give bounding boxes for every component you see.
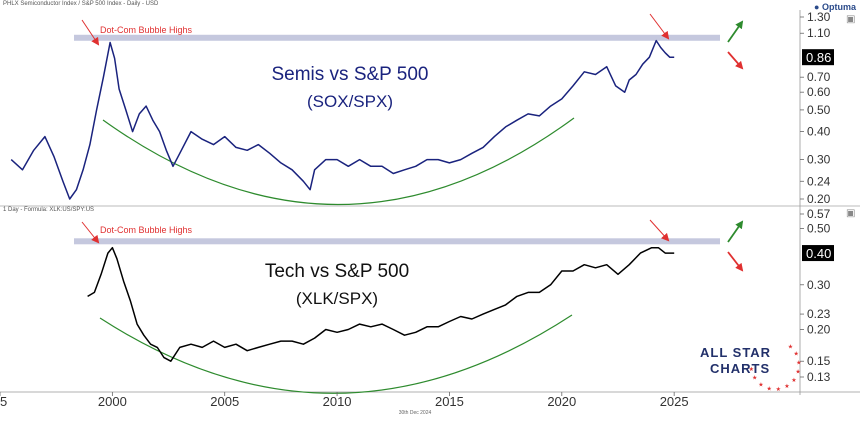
xtick-label: 2020: [547, 394, 576, 409]
footer-date: 30th Dec 2024: [398, 410, 432, 416]
xlk-annotation-label: Dot-Com Bubble Highs: [100, 225, 193, 235]
xtick-label: 2000: [98, 394, 127, 409]
xlk-last-value-label: 0.40: [806, 246, 831, 261]
xtick-label: 2010: [323, 394, 352, 409]
xlk-resistance-band: [74, 238, 720, 245]
xlk-ytick-label: 0.15: [807, 354, 831, 368]
sox-ytick-label: 0.60: [807, 85, 831, 99]
xlk-chart-title: Tech vs S&P 500: [264, 261, 410, 282]
xlk-rounding-arc: [99, 314, 573, 394]
brand-text: Optuma: [821, 2, 856, 12]
xlk-ytick-label: 0.13: [807, 370, 831, 384]
optuma-icon: ●: [814, 2, 820, 12]
xtick-label: 2025: [660, 394, 689, 409]
xlk-ytick-label: 0.20: [807, 322, 831, 336]
sox-ytick-label: 1.10: [807, 26, 831, 40]
logo-line-2: CHARTS: [710, 361, 771, 376]
xlk-red-arrow-right: [649, 219, 670, 242]
sox-series-line: [10, 39, 675, 200]
xlk-ytick-label: 0.57: [807, 207, 831, 221]
xlk-down-arrow: [727, 251, 744, 272]
sox-ytick-label: 0.20: [807, 192, 831, 206]
xlk-last-value-box: [802, 245, 834, 262]
sox-chart-subtitle: (SOX/SPX): [307, 92, 393, 111]
chart-frame: ▣▣: [0, 10, 860, 395]
sox-ytick-label: 0.30: [807, 153, 831, 167]
sox-ytick-label: 0.70: [807, 70, 831, 84]
sox-up-arrow: [727, 20, 744, 43]
chart-marks: Dot-Com Bubble Highs 1.30 1.10 0.86 0.700.60…: [0, 10, 834, 409]
xtick-label: 5: [0, 394, 7, 409]
xlk-red-arrow-left: [81, 221, 100, 244]
sox-last-value-box: [802, 49, 834, 66]
top-chart-header: PHLX Semiconductor Index / S&P 500 Index…: [3, 1, 159, 7]
logo-line-1: ALL STAR: [700, 345, 772, 360]
sox-chart-title: Semis vs S&P 500: [271, 64, 429, 85]
xlk-up-arrow: [727, 220, 744, 243]
lock-icon: ▣: [846, 14, 855, 25]
sox-red-arrow-left: [81, 19, 100, 46]
xlk-ytick-label: 0.50: [807, 221, 831, 235]
sox-last-value-label: 0.86: [806, 50, 831, 65]
sox-ytick-label: 0.50: [807, 103, 831, 117]
sox-down-arrow: [727, 51, 744, 70]
xtick-label: 2005: [210, 394, 239, 409]
xtick-label: 2015: [435, 394, 464, 409]
xlk-ytick-label: 0.23: [807, 307, 831, 321]
brand-label: ● Optuma: [814, 2, 856, 12]
sox-annotation-label: Dot-Com Bubble Highs: [100, 25, 193, 35]
sox-rounding-arc: [102, 117, 575, 206]
sox-red-arrow-right: [649, 13, 670, 40]
sox-ytick-label: 0.24: [807, 174, 831, 188]
xlk-ytick-label: 0.30: [807, 278, 831, 292]
xlk-chart-subtitle: (XLK/SPX): [295, 289, 379, 308]
settings-icon: ▣: [846, 208, 855, 219]
sox-resistance-band: [74, 34, 720, 41]
xlk-series-line: [87, 246, 675, 362]
bottom-chart-header: 1 Day - Formula: XLK:US/SPY:US: [3, 207, 95, 213]
sox-ytick-label: 0.40: [807, 125, 831, 139]
all-star-charts-logo: ALL STAR CHARTS: [700, 345, 810, 377]
sox-ytick-label: 1.30: [807, 10, 831, 24]
